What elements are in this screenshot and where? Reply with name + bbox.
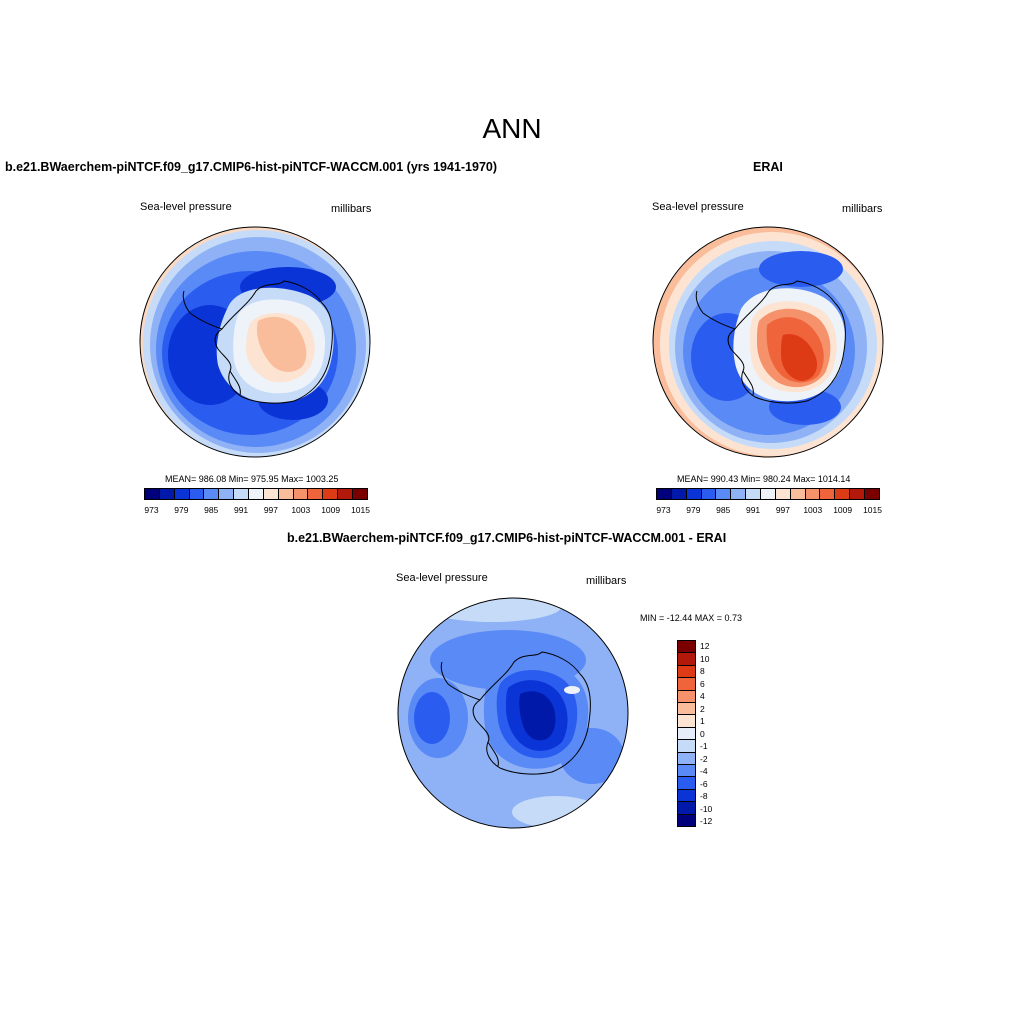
panel3-colorbar: [677, 640, 696, 827]
colorbar-swatch: [293, 489, 309, 499]
colorbar-tick-label: -4: [700, 766, 708, 777]
colorbar-swatch: [865, 489, 879, 499]
colorbar-swatch: [678, 641, 695, 654]
colorbar-swatch: [678, 727, 695, 741]
colorbar-tick-label: 1: [700, 716, 705, 727]
colorbar-tick-label: 973: [144, 505, 159, 515]
panel2-polar-map: [652, 226, 884, 458]
colorbar-swatch: [338, 489, 354, 499]
colorbar-swatch: [657, 489, 672, 499]
colorbar-tick-label: 2: [700, 703, 705, 714]
colorbar-tick-label: -2: [700, 753, 708, 764]
colorbar-swatch: [820, 489, 836, 499]
panel3-polar-map: [397, 597, 629, 829]
colorbar-swatch: [678, 777, 695, 790]
panel1-stats: MEAN= 986.08 Min= 975.95 Max= 1003.25: [165, 474, 339, 484]
colorbar-swatch: [678, 740, 695, 753]
colorbar-swatch: [323, 489, 339, 499]
colorbar-tick-label: 997: [263, 505, 279, 515]
colorbar-swatch: [678, 802, 695, 815]
colorbar-swatch: [678, 703, 695, 716]
colorbar-swatch: [686, 489, 702, 499]
colorbar-tick-label: 1009: [833, 505, 853, 515]
colorbar-tick-label: 0: [700, 728, 705, 739]
colorbar-swatch: [263, 489, 279, 499]
colorbar-tick-label: 985: [716, 505, 731, 515]
colorbar-swatch: [145, 489, 160, 499]
colorbar-swatch: [204, 489, 220, 499]
colorbar-tick-label: -6: [700, 778, 708, 789]
panel3-units-label: millibars: [586, 575, 627, 587]
colorbar-tick-label: 997: [775, 505, 791, 515]
colorbar-swatch: [701, 489, 717, 499]
colorbar-swatch: [234, 489, 250, 499]
panel3-title: b.e21.BWaerchem-piNTCF.f09_g17.CMIP6-his…: [287, 531, 727, 545]
colorbar-swatch: [746, 489, 762, 499]
colorbar-swatch: [278, 489, 294, 499]
panel1-polar-map: [139, 226, 371, 458]
colorbar-swatch: [219, 489, 235, 499]
colorbar-tick-label: 10: [700, 653, 710, 664]
colorbar-tick-label: 8: [700, 666, 705, 677]
colorbar-tick-label: -8: [700, 791, 708, 802]
colorbar-swatch: [678, 653, 695, 666]
colorbar-tick-label: 1003: [803, 505, 823, 515]
colorbar-swatch: [850, 489, 866, 499]
colorbar-swatch: [678, 814, 695, 827]
colorbar-swatch: [775, 489, 791, 499]
colorbar-tick-label: 973: [656, 505, 671, 515]
colorbar-swatch: [731, 489, 747, 499]
colorbar-swatch: [671, 489, 687, 499]
colorbar-swatch: [678, 665, 695, 679]
colorbar-swatch: [790, 489, 806, 499]
colorbar-swatch: [678, 789, 695, 803]
colorbar-tick-label: 1003: [291, 505, 311, 515]
colorbar-swatch: [805, 489, 821, 499]
panel2-title: ERAI: [753, 160, 783, 174]
colorbar-swatch: [678, 690, 695, 704]
panel3-variable-label: Sea-level pressure: [396, 572, 488, 584]
colorbar-swatch: [678, 752, 695, 766]
colorbar-tick-label: 4: [700, 691, 705, 702]
figure-title: ANN: [482, 113, 542, 144]
colorbar-swatch: [353, 489, 367, 499]
colorbar-tick-label: 979: [686, 505, 701, 515]
colorbar-tick-label: 1009: [321, 505, 341, 515]
colorbar-swatch: [835, 489, 851, 499]
colorbar-tick-label: -1: [700, 741, 708, 752]
colorbar-tick-label: 991: [233, 505, 249, 515]
colorbar-tick-label: 979: [174, 505, 189, 515]
colorbar-swatch: [159, 489, 175, 499]
colorbar-tick-label: 1015: [351, 505, 370, 515]
panel1-title: b.e21.BWaerchem-piNTCF.f09_g17.CMIP6-his…: [5, 160, 498, 174]
colorbar-tick-label: 985: [204, 505, 219, 515]
colorbar-tick-label: -12: [700, 816, 713, 826]
colorbar-tick-label: 6: [700, 678, 705, 689]
colorbar-swatch: [678, 765, 695, 778]
colorbar-tick-label: -10: [700, 803, 713, 814]
colorbar-swatch: [678, 678, 695, 691]
colorbar-swatch: [308, 489, 324, 499]
colorbar-swatch: [174, 489, 190, 499]
panel1-variable-label: Sea-level pressure: [140, 201, 232, 213]
panel1-units-label: millibars: [331, 203, 372, 215]
colorbar-tick-label: 12: [700, 641, 710, 652]
panel3-stats: MIN = -12.44 MAX = 0.73: [640, 613, 743, 623]
panel1-colorbar: [144, 488, 368, 500]
colorbar-tick-label: 1015: [863, 505, 882, 515]
panel2-stats: MEAN= 990.43 Min= 980.24 Max= 1014.14: [677, 474, 851, 484]
panel2-units-label: millibars: [842, 203, 883, 215]
colorbar-tick-label: 991: [745, 505, 761, 515]
colorbar-swatch: [678, 715, 695, 728]
colorbar-swatch: [716, 489, 732, 499]
panel2-variable-label: Sea-level pressure: [652, 201, 744, 213]
panel2-colorbar: [656, 488, 880, 500]
colorbar-swatch: [189, 489, 205, 499]
colorbar-swatch: [761, 489, 776, 499]
colorbar-swatch: [249, 489, 264, 499]
